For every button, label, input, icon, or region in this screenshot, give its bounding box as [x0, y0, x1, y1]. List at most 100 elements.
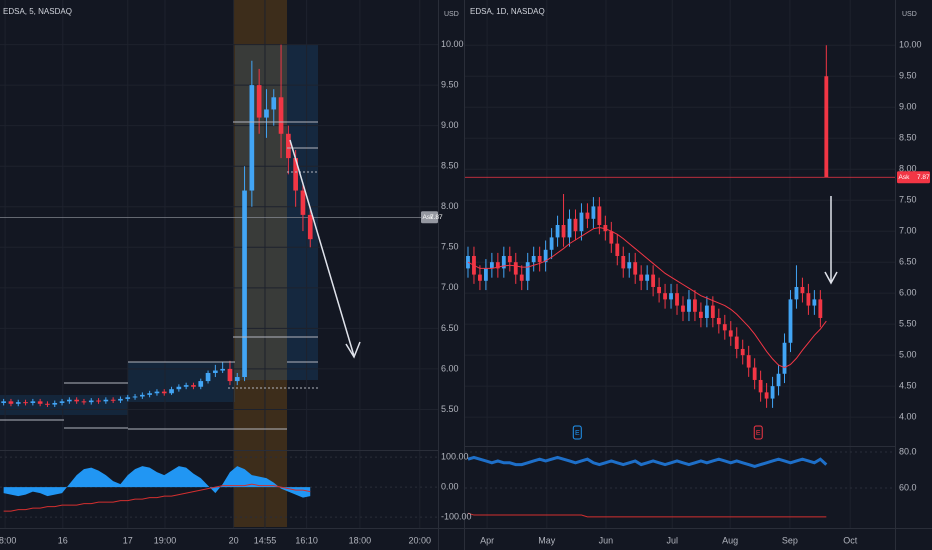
ask-badge [897, 171, 930, 184]
candle-body [30, 401, 36, 403]
moving-average [467, 226, 827, 369]
candle-body [264, 109, 269, 118]
candle-body [147, 393, 152, 395]
y-tick-label: 7.00 [899, 226, 917, 236]
y-tick-label: 7.00 [441, 282, 459, 292]
candle-body [549, 237, 554, 250]
y-tick-label: 5.50 [441, 404, 459, 414]
candle-body [734, 336, 739, 349]
indicator-line [3, 483, 311, 512]
candle-body [140, 394, 145, 397]
candle-body [615, 243, 620, 256]
candle-body [67, 399, 72, 402]
y-tick-label: 7.50 [441, 242, 459, 252]
range-box [235, 45, 318, 380]
range-box [0, 395, 128, 415]
x-tick-label: 20:00 [408, 535, 431, 545]
candle-body [103, 399, 109, 402]
candle-body [818, 299, 823, 318]
y-tick-label: 5.00 [899, 350, 917, 360]
candle-body [693, 299, 697, 312]
candle-body [307, 214, 313, 240]
y-tick-label: 9.50 [899, 71, 917, 81]
event-marker [572, 425, 582, 440]
arrow-head [824, 271, 838, 285]
y-tick-label: 8.00 [899, 164, 917, 174]
ask-badge [421, 211, 438, 224]
candle-body [483, 268, 488, 281]
candle-body [249, 85, 255, 191]
candle-body [710, 305, 715, 318]
candle-body [555, 225, 560, 238]
axis-unit: USD [902, 11, 917, 18]
arrows [289, 139, 838, 359]
x-tick-label: 17 [123, 535, 133, 545]
y-tick-label: 6.00 [899, 288, 917, 298]
candle-body [537, 255, 542, 263]
event-label: E [575, 430, 580, 437]
x-tick-label: Aug [722, 535, 738, 545]
candle-body [824, 76, 829, 178]
y-tick-label: 7.50 [899, 195, 917, 205]
candle-body [293, 158, 298, 191]
y-tick-label: 10.00 [899, 40, 922, 50]
candle-body [15, 402, 21, 404]
drawings [0, 121, 318, 430]
candle-body [687, 299, 691, 312]
y-tick-label: -100.00 [441, 511, 472, 521]
event-label: E [756, 430, 761, 437]
candle-body [213, 370, 218, 373]
candle-body [37, 401, 43, 404]
x-tick-label: Sep [782, 535, 798, 545]
candle-body [52, 402, 58, 405]
candle-body [758, 379, 763, 393]
chart-title: EDSA, 1D, NASDAQ [470, 7, 545, 16]
candle-body [603, 225, 608, 232]
y-tick-label: 10.00 [441, 39, 464, 49]
oscillator-area [3, 466, 311, 498]
x-tick-label: Apr [480, 535, 494, 545]
y-tick-label: 4.50 [899, 381, 917, 391]
candle-body [561, 225, 566, 238]
candle-body [23, 402, 28, 404]
x-tick-label: 19:00 [154, 535, 177, 545]
candle-body [681, 305, 685, 312]
candle-body [59, 401, 65, 403]
candle-body [585, 212, 590, 219]
candle-body [597, 206, 602, 225]
chart-title: EDSA, 5, NASDAQ [3, 7, 72, 16]
indicator-line [467, 455, 828, 468]
x-tick-label: Oct [843, 535, 858, 545]
candle-body [770, 386, 775, 399]
candle-body [621, 255, 626, 269]
candle-body [663, 293, 667, 300]
candle-body [242, 190, 247, 378]
y-tick-label: 8.00 [441, 201, 459, 211]
candle-body [657, 286, 662, 294]
indicator-line [467, 512, 827, 518]
candle-body [519, 274, 524, 281]
candle-body [669, 293, 673, 300]
y-tick-label: 9.00 [899, 102, 917, 112]
candle-body [573, 218, 578, 232]
candle-body [675, 293, 679, 306]
candle-body [722, 324, 727, 331]
candle-body [788, 299, 793, 343]
candle-body [81, 401, 87, 403]
candle-body [609, 231, 614, 244]
labels: 5.50 6.00 6.50 7.00 7.50 8.00 8.50 9.00 9.50 10.0… [0, 7, 930, 545]
axis-unit: USD [444, 11, 459, 18]
candle-body [567, 218, 572, 238]
ask-label: Ask [899, 174, 911, 181]
ask-label: Ask [423, 214, 435, 221]
candle-body [161, 391, 167, 394]
candle-body [752, 367, 757, 380]
candle-body [45, 403, 50, 405]
x-tick-label: 14:55 [254, 535, 277, 545]
candle-body [169, 389, 174, 394]
candle-body [501, 255, 506, 269]
candle-body [627, 262, 632, 269]
candle-body [234, 377, 240, 382]
ask-value: 7.87 [917, 174, 930, 181]
